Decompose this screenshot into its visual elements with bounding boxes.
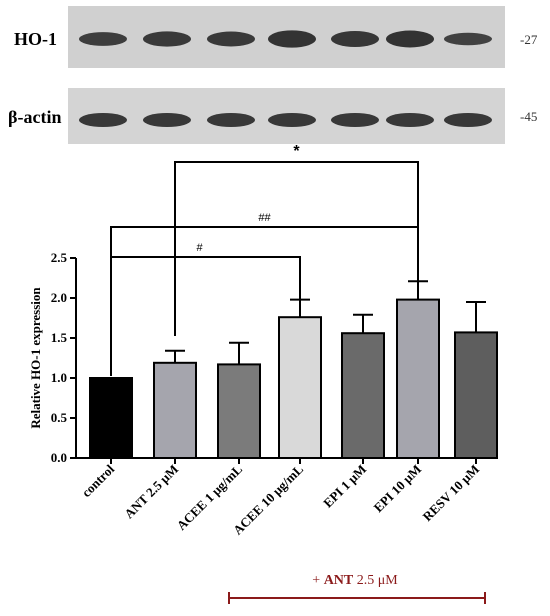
x-tick-label: control xyxy=(79,461,118,500)
bar xyxy=(89,377,133,459)
significance-label: * xyxy=(293,143,300,160)
bar-series xyxy=(89,280,498,460)
significance-label: # xyxy=(196,242,203,254)
blot-panel-actin: β-actin -45 xyxy=(8,88,537,144)
blot-band-1-0 xyxy=(79,113,127,127)
blot-band-1-3 xyxy=(268,113,316,127)
bar xyxy=(454,331,498,459)
bar xyxy=(217,363,261,459)
significance-bracket xyxy=(110,256,301,376)
blot-band-0-6 xyxy=(444,32,492,46)
blot-band-0-1 xyxy=(143,31,191,47)
blot-label-ho1: HO-1 xyxy=(14,29,57,49)
blot-marker-actin: -45 xyxy=(520,109,537,124)
blot-band-1-2 xyxy=(207,113,255,127)
bar xyxy=(153,361,197,459)
blot-band-1-4 xyxy=(331,113,379,127)
blot-bands-ho1 xyxy=(79,30,492,48)
blot-band-1-5 xyxy=(386,113,434,127)
blot-label-actin: β-actin xyxy=(8,107,61,127)
blot-band-0-0 xyxy=(79,32,127,46)
significance-brackets: *### xyxy=(110,143,419,376)
x-tick-label: EPI 10 μM xyxy=(371,462,425,516)
blot-band-0-4 xyxy=(331,31,379,47)
blot-bands-actin xyxy=(79,113,492,127)
blot-band-0-3 xyxy=(268,30,316,48)
x-tick-label: ANT 2.5 μM xyxy=(121,462,181,522)
y-tick-label: 0.0 xyxy=(51,450,67,465)
blot-marker-ho1: -27 xyxy=(520,32,538,47)
bar-chart: Relative HO-1 expression 0.0 0.5 1.0 1.5 2.0… xyxy=(28,143,498,538)
bar xyxy=(341,332,385,460)
treatment-label-bold: ANT xyxy=(324,573,354,588)
y-axis-label: Relative HO-1 expression xyxy=(28,287,43,429)
bar xyxy=(396,298,440,459)
y-axis-ticks: 0.0 0.5 1.0 1.5 2.0 2.5 xyxy=(51,250,76,465)
blot-band-1-1 xyxy=(143,113,191,127)
blot-panel-ho1: HO-1 -27 xyxy=(14,6,538,68)
x-tick-label: EPI 1 μM xyxy=(320,462,369,511)
y-tick-label: 1.0 xyxy=(51,370,67,385)
treatment-label-suffix: 2.5 μM xyxy=(353,573,398,588)
significance-label: ## xyxy=(258,212,271,224)
treatment-label-prefix: + xyxy=(312,573,323,588)
treatment-label: + ANT 2.5 μM xyxy=(312,573,398,588)
blot-band-0-2 xyxy=(207,31,255,47)
bar xyxy=(278,316,322,460)
y-tick-label: 2.0 xyxy=(51,290,67,305)
treatment-group: + ANT 2.5 μM xyxy=(228,573,486,604)
significance-bracket xyxy=(174,161,419,336)
blot-band-0-5 xyxy=(386,30,434,48)
blot-band-1-6 xyxy=(444,113,492,127)
y-tick-label: 1.5 xyxy=(51,330,68,345)
x-tick-label: RESV 10 μM xyxy=(419,462,482,525)
y-tick-label: 2.5 xyxy=(51,250,68,265)
y-tick-label: 0.5 xyxy=(51,410,68,425)
